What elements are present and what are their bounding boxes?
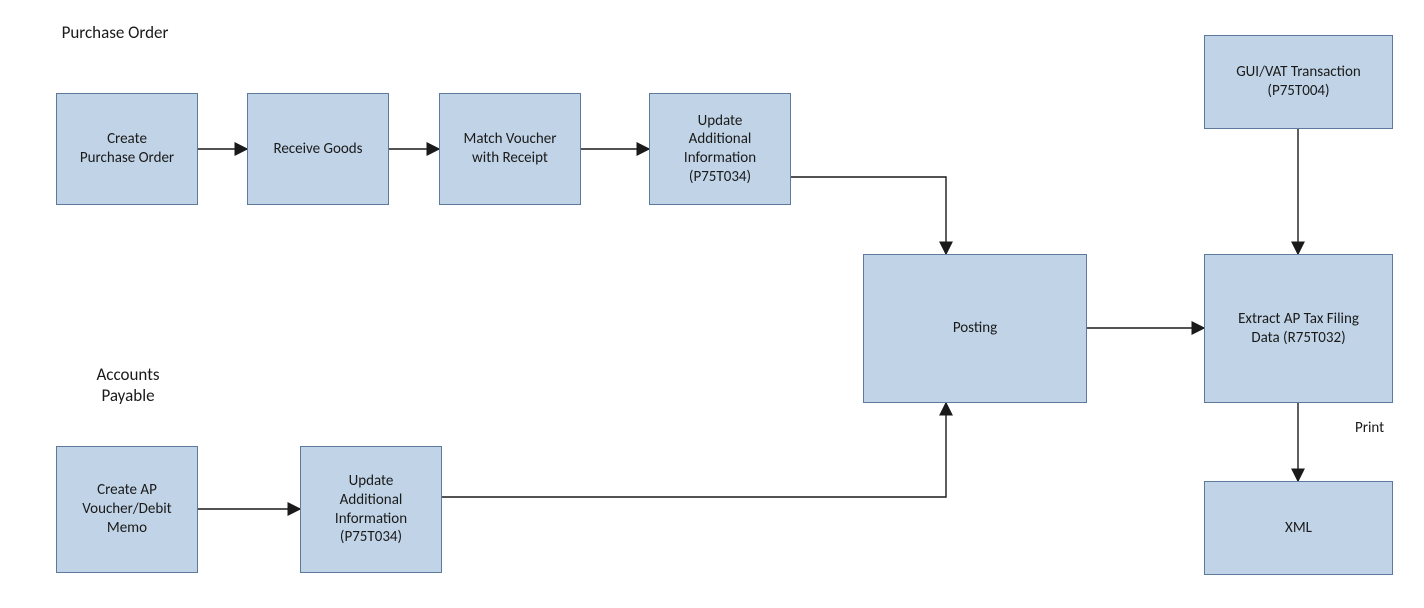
edge-n-update2-n-posting: [442, 403, 946, 497]
n-guivat: GUI/VAT Transaction(P75T004): [1204, 35, 1393, 129]
n-update2-label: UpdateAdditionalInformation(P75T034): [335, 472, 407, 547]
n-update2: UpdateAdditionalInformation(P75T034): [300, 446, 442, 573]
n-update1: UpdateAdditionalInformation(P75T034): [649, 93, 791, 205]
n-update1-label: UpdateAdditionalInformation(P75T034): [684, 112, 756, 187]
n-create-po: CreatePurchase Order: [56, 93, 198, 205]
edge-n-update1-n-posting: [791, 177, 946, 254]
n-guivat-label: GUI/VAT Transaction(P75T004): [1236, 63, 1361, 101]
lbl-ap: AccountsPayable: [68, 364, 188, 408]
n-extract-label: Extract AP Tax FilingData (R75T032): [1238, 310, 1359, 348]
n-receive: Receive Goods: [247, 93, 389, 205]
edge-label-n-extract-n-xml: Print: [1355, 419, 1384, 437]
n-posting-label: Posting: [953, 319, 997, 338]
n-match: Match Voucherwith Receipt: [439, 93, 581, 205]
lbl-po: Purchase Order: [25, 22, 205, 46]
n-match-label: Match Voucherwith Receipt: [464, 130, 557, 168]
n-extract: Extract AP Tax FilingData (R75T032): [1204, 254, 1393, 403]
n-create-po-label: CreatePurchase Order: [80, 130, 174, 168]
n-xml: XML: [1204, 481, 1393, 575]
flowchart-canvas: Print CreatePurchase Order Receive Goods M…: [0, 0, 1424, 608]
n-create-ap-label: Create APVoucher/DebitMemo: [82, 481, 171, 537]
n-xml-label: XML: [1285, 519, 1312, 538]
n-receive-label: Receive Goods: [273, 140, 362, 159]
n-posting: Posting: [863, 254, 1087, 403]
n-create-ap: Create APVoucher/DebitMemo: [56, 446, 198, 573]
